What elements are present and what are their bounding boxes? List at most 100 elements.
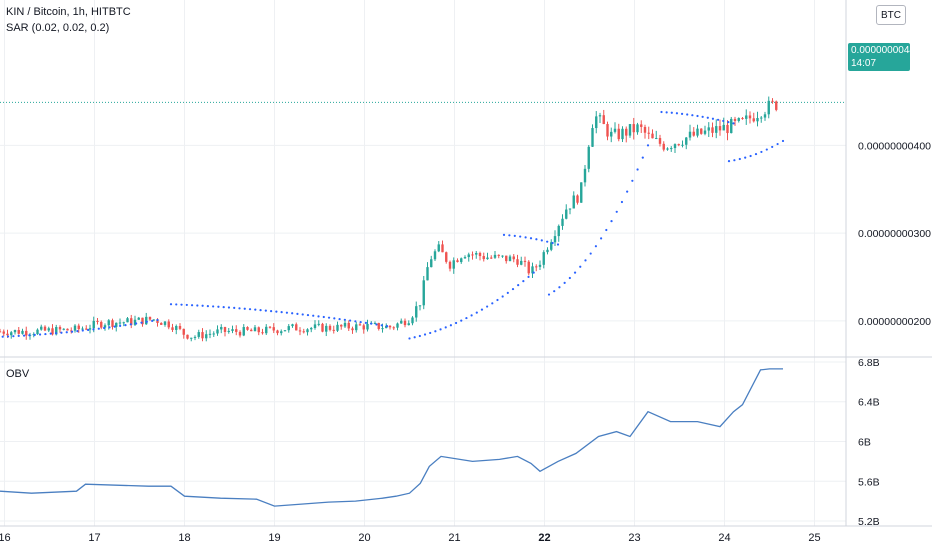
candle xyxy=(223,326,227,337)
obv-indicator-label[interactable]: OBV xyxy=(6,368,30,380)
candle-body xyxy=(415,306,418,318)
sar-indicator-label[interactable]: SAR (0.02, 0.02, 0.2) xyxy=(6,22,110,34)
candle-body xyxy=(711,127,714,133)
sar-dot xyxy=(744,156,747,159)
grid-lines xyxy=(0,0,846,526)
candle-body xyxy=(246,327,249,330)
sar-dot xyxy=(423,333,427,336)
candle-body xyxy=(122,322,125,324)
candle-body xyxy=(381,328,384,330)
candle-body xyxy=(636,124,639,133)
candle xyxy=(332,325,335,334)
sar-dot xyxy=(615,210,618,213)
candle xyxy=(152,319,155,322)
candle-body xyxy=(445,252,448,262)
candle-body xyxy=(100,321,103,328)
candle xyxy=(265,324,268,336)
candle xyxy=(118,318,122,326)
candle-body xyxy=(625,128,628,136)
candle xyxy=(613,122,617,134)
candle xyxy=(88,324,92,334)
sar-dot xyxy=(605,228,608,232)
candle xyxy=(771,98,774,104)
candle-body xyxy=(557,225,560,237)
sar-dot xyxy=(460,319,463,322)
candle xyxy=(602,109,605,125)
candle xyxy=(617,123,620,142)
sar-dot xyxy=(81,329,84,332)
candle xyxy=(96,317,99,325)
candle xyxy=(268,326,272,329)
candle-body xyxy=(25,330,28,336)
candle xyxy=(167,319,170,330)
candle-body xyxy=(253,327,257,332)
candle-body xyxy=(212,333,215,335)
sar-dot xyxy=(238,307,241,310)
sar-dot xyxy=(49,332,52,335)
candle xyxy=(313,320,317,330)
sar-dot xyxy=(641,156,644,159)
chart-title: KIN / Bitcoin, 1h, HITBTC xyxy=(6,6,131,18)
candle-body xyxy=(118,322,122,324)
candle-body xyxy=(737,118,740,121)
candle xyxy=(486,252,489,260)
candle-body xyxy=(568,208,572,210)
sar-dot xyxy=(140,321,143,324)
candle-body xyxy=(175,325,178,330)
candle xyxy=(272,323,275,334)
candle xyxy=(471,251,474,260)
candle xyxy=(366,319,369,332)
candle-body xyxy=(730,118,733,134)
candle-body xyxy=(467,254,470,258)
candle-body xyxy=(291,324,294,327)
candle-body xyxy=(441,244,444,253)
candle-body xyxy=(242,327,245,336)
sar-dot xyxy=(584,259,587,262)
candle xyxy=(707,122,710,137)
currency-button[interactable]: BTC xyxy=(876,5,906,25)
sar-dot xyxy=(519,235,522,238)
obv-tick-label: 6.4B xyxy=(858,397,880,409)
candle xyxy=(655,130,658,140)
candle-body xyxy=(666,148,669,150)
candle xyxy=(718,119,722,136)
candle-body xyxy=(775,101,778,110)
candle xyxy=(726,120,729,141)
sar-dot xyxy=(12,335,15,338)
sar-dot xyxy=(54,332,58,335)
candle-body xyxy=(707,127,710,131)
candle-body xyxy=(501,255,504,257)
candle xyxy=(531,262,534,278)
candle-body xyxy=(238,331,242,336)
candle-body xyxy=(632,124,635,133)
candle-body xyxy=(670,148,673,150)
time-axis: 16 17 18 19 20 21 22 23 24 25 xyxy=(0,532,821,544)
candle xyxy=(186,334,189,340)
sar-dot xyxy=(285,311,289,314)
sar-dot xyxy=(733,159,736,162)
sar-dot xyxy=(370,322,373,325)
candle xyxy=(137,316,140,320)
sar-dot xyxy=(185,303,188,307)
candle-body xyxy=(482,256,485,260)
candle-body xyxy=(178,325,182,329)
sar-dot xyxy=(771,145,774,149)
candle xyxy=(730,116,733,134)
sar-dot xyxy=(60,331,63,334)
candle-body xyxy=(493,254,497,258)
candle xyxy=(291,323,294,328)
candle-body xyxy=(298,330,302,332)
candle-body xyxy=(325,325,328,332)
candle xyxy=(182,328,185,339)
sar-dot xyxy=(675,112,679,115)
candle xyxy=(160,322,163,325)
candle-body xyxy=(81,328,84,330)
candle xyxy=(126,316,129,323)
sar-dot xyxy=(568,276,571,280)
sar-dot xyxy=(33,333,36,336)
candle-body xyxy=(88,328,92,330)
candle-body xyxy=(366,323,369,330)
candle-body xyxy=(628,124,632,136)
